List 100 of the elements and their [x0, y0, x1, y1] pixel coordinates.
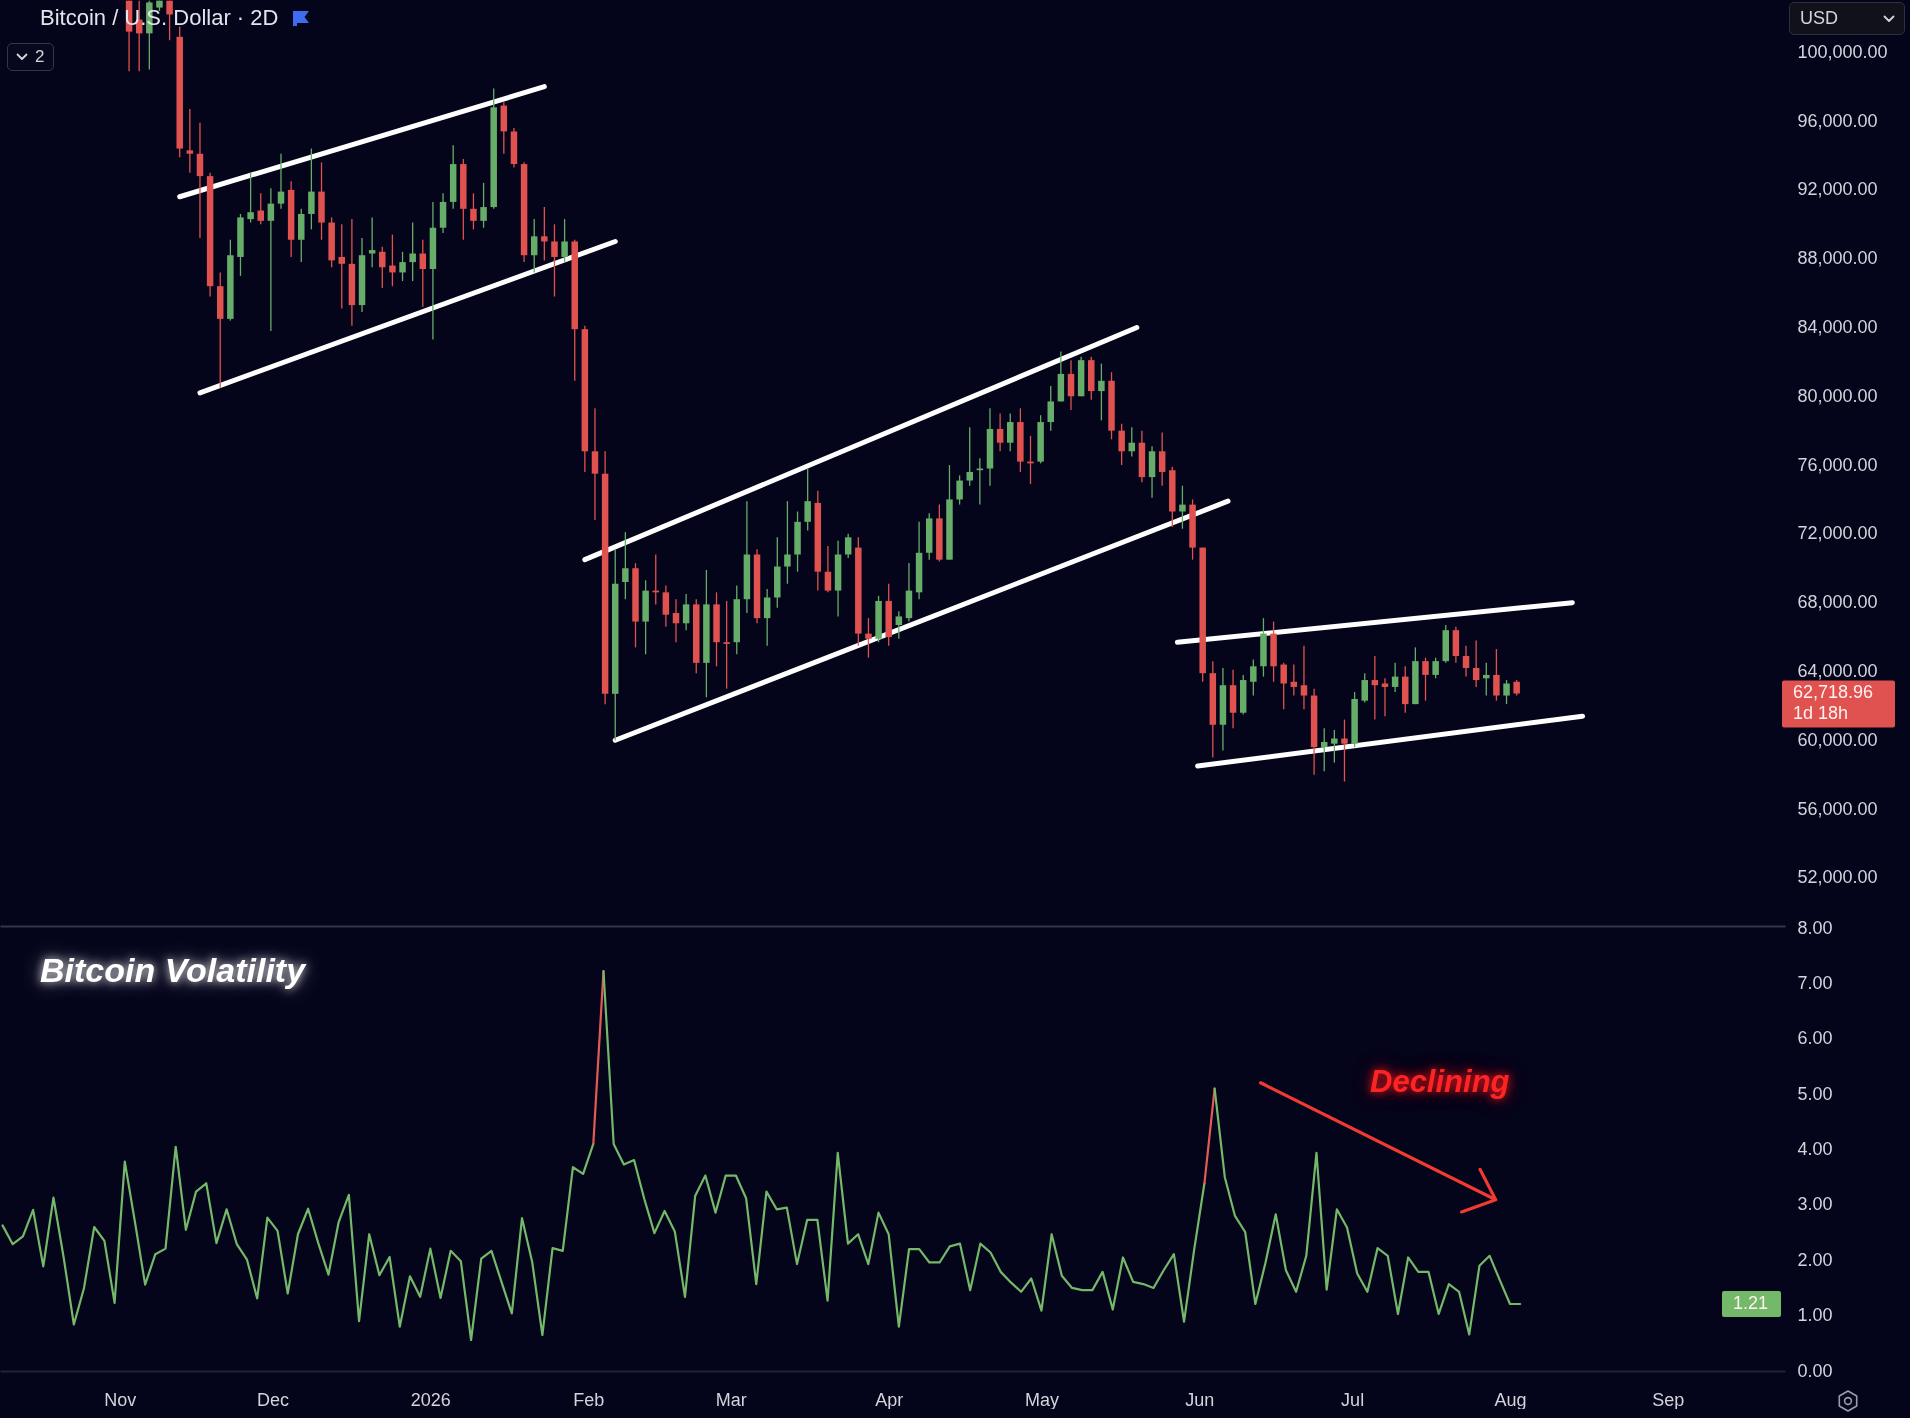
candlestick — [723, 600, 730, 690]
candlestick — [591, 407, 599, 521]
y-tick-label: 3.00 — [1797, 1194, 1833, 1215]
candlestick — [1250, 658, 1257, 697]
candlestick — [1381, 677, 1389, 717]
y-tick-label: 2.00 — [1797, 1249, 1833, 1270]
line-series — [1, 1142, 595, 1342]
candlestick — [247, 172, 254, 224]
candlestick — [763, 588, 771, 647]
candlestick — [662, 584, 670, 628]
candlestick — [541, 206, 548, 262]
y-tick-label: 96,000.00 — [1797, 110, 1878, 131]
candlestick — [1493, 648, 1500, 702]
y-tick-label: 8.00 — [1797, 917, 1833, 938]
candlestick — [1280, 662, 1287, 710]
candlestick — [1391, 662, 1399, 693]
y-tick-label: 7.00 — [1797, 972, 1833, 993]
candlestick — [338, 223, 346, 310]
candlestick — [277, 153, 285, 210]
candlestick — [682, 593, 690, 631]
y-tick-label: 68,000.00 — [1797, 592, 1878, 613]
candlestick — [1118, 423, 1125, 466]
x-tick-label: Jun — [1185, 1389, 1215, 1410]
y-tick-label: 5.00 — [1797, 1083, 1833, 1104]
y-tick-label: 88,000.00 — [1797, 248, 1878, 269]
line-series — [602, 970, 1206, 1328]
candlestick — [399, 251, 406, 282]
y-tick-label: 76,000.00 — [1797, 454, 1878, 475]
candlestick — [804, 467, 811, 532]
candlestick — [561, 218, 568, 263]
y-tick-label: 4.00 — [1797, 1139, 1833, 1159]
y-tick-label: 64,000.00 — [1797, 660, 1878, 681]
candlestick — [1047, 385, 1055, 432]
candlestick — [196, 122, 204, 239]
candlestick — [480, 182, 487, 229]
y-tick-label: 80,000.00 — [1797, 385, 1878, 406]
candlestick — [1179, 485, 1186, 530]
candlestick — [1098, 362, 1105, 421]
x-tick-label: Mar — [715, 1389, 747, 1410]
x-tick-label: Dec — [256, 1389, 289, 1410]
text: Bitcoin Volatility — [40, 950, 306, 991]
y-tick-label: 72,000.00 — [1797, 523, 1878, 544]
candlestick — [166, 0, 173, 41]
candlestick — [622, 531, 629, 600]
y-tick-label: 1.00 — [1797, 1305, 1833, 1326]
x-tick-label: Aug — [1494, 1389, 1527, 1410]
candlestick — [844, 533, 852, 559]
candlestick — [1503, 679, 1510, 705]
annotation: 1.21 — [1733, 1293, 1769, 1313]
candlestick — [1422, 657, 1429, 702]
x-tick-label: Feb — [573, 1389, 605, 1410]
candlestick — [379, 245, 386, 289]
candlestick — [368, 216, 376, 268]
candlestick — [1067, 359, 1075, 411]
candlestick — [186, 108, 194, 174]
candlestick — [956, 474, 963, 506]
y-tick-label: 84,000.00 — [1797, 316, 1878, 337]
x-tick-label: 2026 — [410, 1389, 451, 1410]
x-tick-label: Sep — [1652, 1389, 1685, 1410]
candlestick — [409, 221, 416, 282]
y-tick-label: 100,000.00 — [1797, 41, 1888, 62]
candlestick — [530, 218, 538, 274]
candlestick — [966, 426, 973, 487]
y-tick-label: 92,000.00 — [1797, 179, 1878, 200]
candlestick — [1432, 657, 1439, 679]
y-tick-label: 52,000.00 — [1797, 867, 1878, 888]
x-tick-label: May — [1024, 1389, 1059, 1410]
candlestick — [1462, 645, 1470, 678]
y-tick-label: 0.00 — [1797, 1360, 1833, 1381]
text: 1d 18h — [1793, 703, 1849, 724]
candlestick — [308, 147, 315, 231]
y-tick-label: 56,000.00 — [1797, 798, 1878, 819]
annotation: Declining — [1370, 1063, 1510, 1101]
currency-dropdown: USD — [1789, 2, 1905, 35]
y-tick-label: 60,000.00 — [1797, 729, 1878, 750]
candlestick — [1472, 639, 1480, 688]
x-tick-label: Apr — [875, 1389, 904, 1410]
candlestick — [672, 598, 680, 643]
candlestick — [784, 500, 791, 585]
candlestick — [267, 187, 275, 332]
text: 62,718.96 — [1793, 682, 1874, 703]
candlestick — [1331, 729, 1338, 764]
candlestick — [1361, 672, 1368, 704]
candlestick — [1483, 662, 1490, 697]
annotation: 2 — [35, 47, 45, 67]
candlestick — [1300, 645, 1308, 710]
candlestick — [257, 192, 264, 225]
candlestick — [895, 610, 903, 640]
candlestick — [1341, 718, 1348, 783]
candlestick — [1158, 431, 1166, 487]
y-tick-label: 6.00 — [1797, 1028, 1833, 1049]
x-tick-label: Jul — [1341, 1389, 1365, 1410]
candlestick — [996, 412, 1004, 452]
candlestick — [470, 192, 477, 231]
candlestick — [389, 233, 396, 287]
candlestick — [1006, 412, 1014, 452]
collapse-button: 2 — [7, 43, 55, 71]
candlestick — [824, 545, 832, 593]
candlestick — [865, 617, 872, 659]
candlestick — [551, 223, 558, 298]
